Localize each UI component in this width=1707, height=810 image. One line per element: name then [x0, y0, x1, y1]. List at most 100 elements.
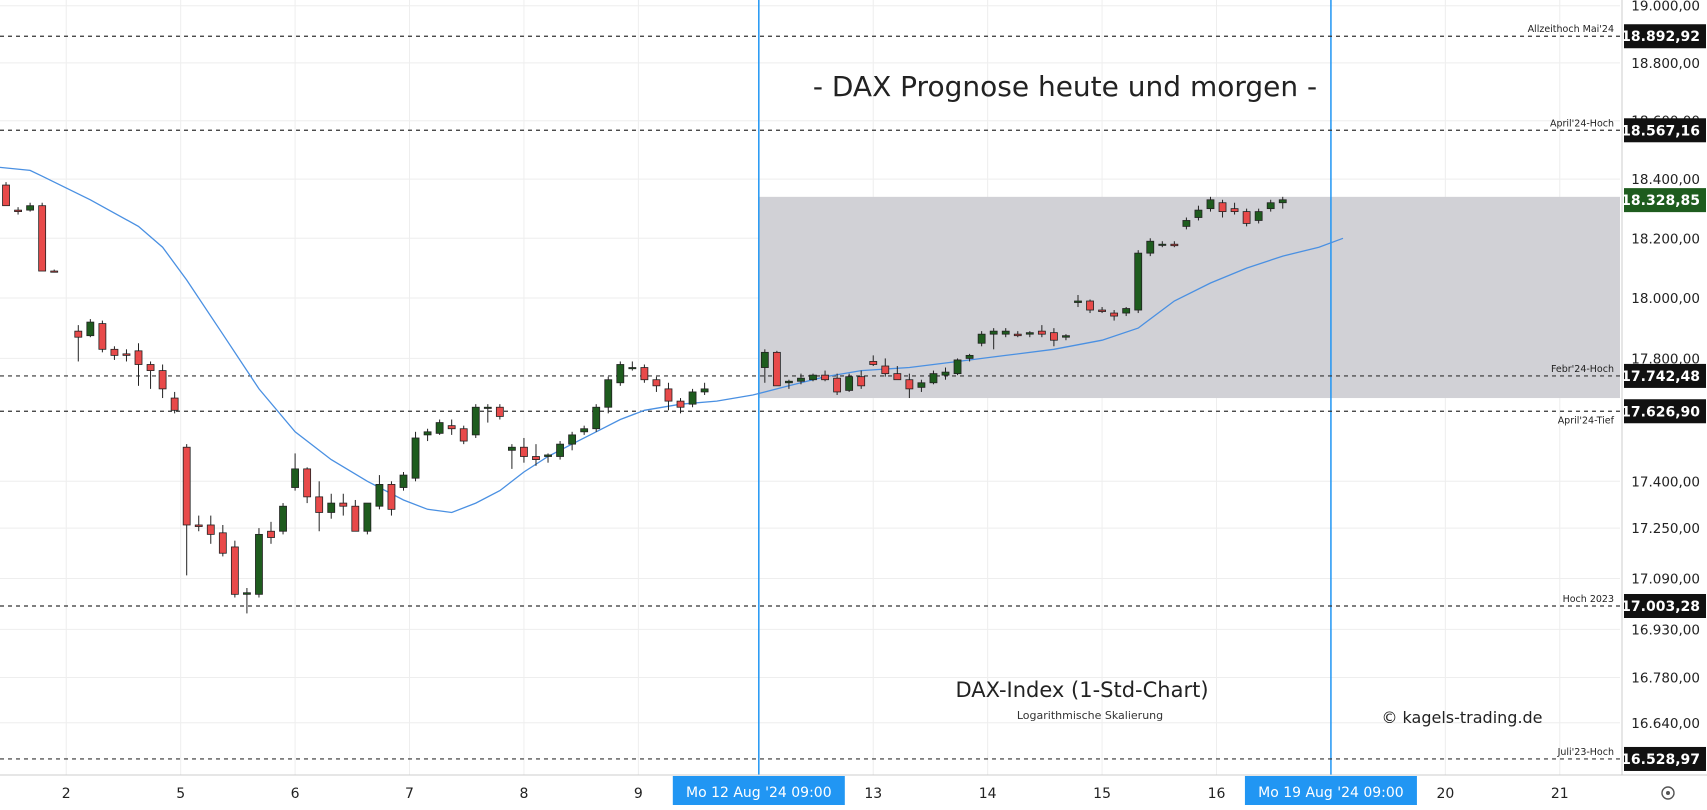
candle-body [1098, 309, 1106, 312]
candle-body [929, 373, 938, 384]
candle [688, 388, 697, 408]
settings-button[interactable] [1661, 786, 1675, 800]
candle-body [387, 484, 396, 510]
candle [375, 475, 384, 510]
candle [809, 373, 817, 382]
price-tick-label: 17.800,00 [1631, 351, 1700, 367]
candle-body [134, 350, 143, 365]
candle [1266, 199, 1275, 212]
candle-body [435, 422, 444, 434]
level-price-badge-bg [1624, 746, 1706, 771]
last-price-badge: 18.328,85 [1621, 193, 1700, 209]
candle [652, 376, 661, 392]
candle-body [243, 592, 251, 595]
time-tick-label: 13 [864, 786, 882, 802]
candle [122, 349, 131, 362]
candle [218, 524, 227, 557]
price-tick-label: 19.000,00 [1631, 0, 1700, 15]
candle [351, 499, 360, 532]
candle-body [965, 354, 974, 359]
candle [1134, 250, 1143, 314]
candle [26, 202, 35, 212]
candle-body [977, 333, 986, 344]
candle [363, 502, 372, 535]
candle-body [833, 377, 842, 393]
candle [1037, 325, 1046, 338]
time-marker-badge-bg [672, 776, 845, 805]
candle [98, 320, 107, 353]
candle-body [2, 184, 10, 207]
candle [917, 379, 926, 392]
level-label: Febr'24-Hoch [1551, 364, 1614, 375]
candle [134, 343, 143, 386]
candle [544, 453, 552, 463]
time-tick-label: 16 [1208, 786, 1226, 802]
time-marker-label: Mo 12 Aug '24 09:00 [686, 785, 832, 801]
candle [495, 404, 504, 420]
level-price-badge: 17.003,28 [1621, 599, 1700, 615]
candle [50, 269, 59, 273]
time-marker-label: Mo 19 Aug '24 09:00 [1258, 785, 1404, 801]
candle-body [447, 425, 456, 430]
candle-body [785, 380, 793, 384]
candle [1170, 241, 1179, 248]
candle-body [1146, 240, 1155, 254]
level-price-badge-bg [1624, 24, 1706, 49]
time-tick-label: 5 [176, 786, 185, 802]
candle-body [1062, 335, 1070, 338]
candle-body [1134, 252, 1143, 311]
chart-subtitle: DAX-Index (1-Std-Chart) [955, 678, 1208, 702]
price-tick-label: 18.000,00 [1631, 291, 1700, 307]
copyright-text: © kagels-trading.de [1381, 708, 1542, 727]
candle-body [857, 376, 866, 387]
candle [785, 379, 793, 389]
candle-body [230, 546, 239, 595]
candle [74, 325, 83, 362]
candle-body [556, 443, 564, 457]
candle-body [74, 330, 83, 338]
candle [760, 349, 769, 383]
candle [893, 366, 902, 381]
candle-body [351, 505, 360, 532]
candle-body [604, 379, 613, 408]
candle-body [1266, 202, 1275, 210]
candle [592, 404, 601, 432]
candle [423, 428, 432, 442]
candle [1146, 238, 1155, 257]
vertical-markers [758, 0, 1332, 775]
time-axis: 2 5 6 7 8 9 13 14 15 16 20 21 Mo 12 Aug '24 09:00 Mo … [0, 774, 1707, 805]
candle-body [700, 388, 709, 393]
candle-body [676, 400, 685, 408]
candle [568, 431, 577, 451]
time-tick-label: 2 [62, 786, 71, 802]
level-label: Allzeithoch Mai'24 [1528, 24, 1614, 35]
range-box [758, 196, 1620, 399]
candle-body [772, 351, 781, 387]
candle [447, 419, 456, 435]
candle-body [568, 434, 577, 445]
candle-body [158, 370, 167, 390]
candle [953, 358, 962, 376]
candle-body [279, 505, 287, 532]
candle [1050, 328, 1058, 347]
time-tick-label: 15 [1093, 786, 1111, 802]
candle [1230, 202, 1239, 215]
candle-body [809, 374, 817, 381]
candle-body [1170, 243, 1179, 247]
level-price-badge: 17.626,90 [1621, 404, 1700, 420]
candle-body [520, 446, 528, 457]
price-tick-label: 17.090,00 [1631, 571, 1700, 587]
candle [604, 376, 613, 414]
candle-body [14, 209, 22, 212]
candle [146, 361, 155, 389]
candle [821, 370, 829, 382]
candle-body [146, 364, 155, 371]
candle-body [821, 374, 829, 381]
candle [1206, 196, 1215, 212]
candle-body [363, 502, 372, 532]
candle-body [989, 330, 998, 335]
candle [387, 481, 396, 516]
candle-body [1050, 332, 1058, 341]
candle-body [1230, 208, 1239, 212]
candle [1158, 241, 1167, 248]
